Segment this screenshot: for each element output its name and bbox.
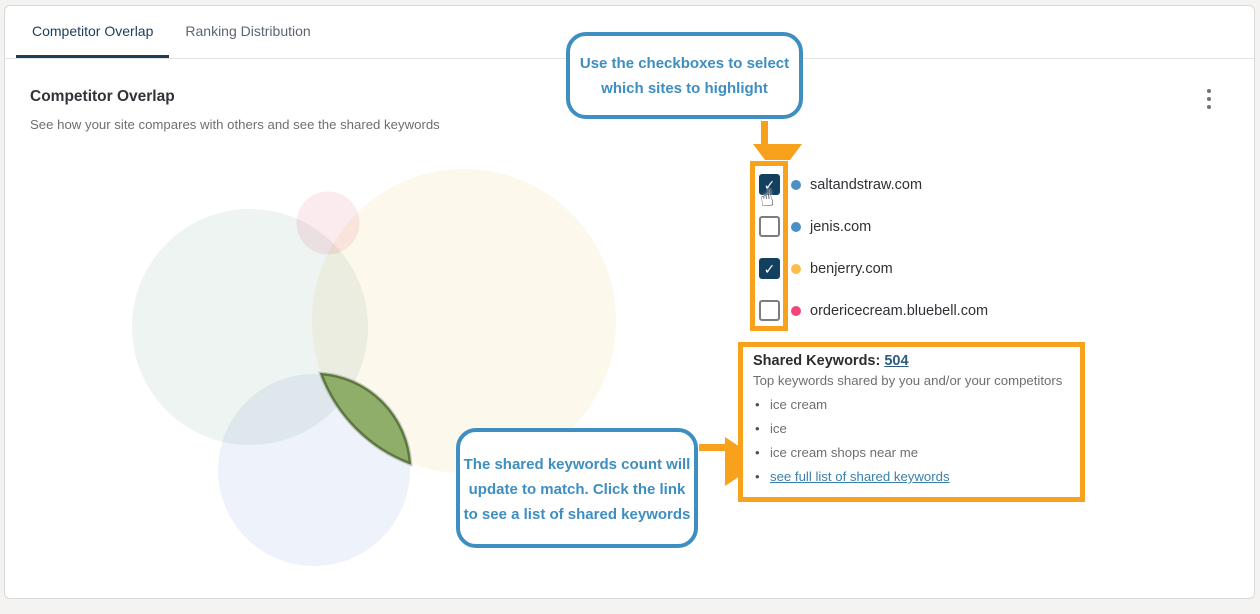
page-title: Competitor Overlap <box>30 88 175 105</box>
site-label: benjerry.com <box>810 260 893 277</box>
site-color-dot <box>791 179 801 190</box>
site-label: jenis.com <box>810 218 872 235</box>
shared-keyword-item: ice <box>753 420 1070 437</box>
shared-keywords-panel: Shared Keywords: 504 Top keywords shared… <box>738 342 1085 502</box>
shared-keyword-item: ice cream shops near me <box>753 444 1070 461</box>
site-checkbox[interactable]: ✓ <box>759 258 780 279</box>
callout-checkboxes: Use the checkboxes to select which sites… <box>566 32 803 119</box>
callout-checkboxes-line1: Use the checkboxes to select <box>579 55 790 72</box>
site-row-benjerry: ✓ benjerry.com <box>759 258 893 279</box>
shared-keywords-label: Shared Keywords: <box>753 353 881 369</box>
site-color-dot <box>791 305 801 316</box>
kebab-menu-icon[interactable] <box>1202 84 1216 114</box>
site-checkbox[interactable]: ✓ <box>759 174 780 195</box>
checkbox-highlight-box <box>750 161 788 331</box>
callout-shared-line3: to see a list of shared keywords <box>463 506 691 523</box>
site-row-saltandstraw: ✓ saltandstraw.com <box>759 174 922 195</box>
site-color-dot <box>791 221 801 232</box>
shared-keyword-link-item: see full list of shared keywords <box>753 468 1070 485</box>
shared-keywords-description: Top keywords shared by you and/or your c… <box>753 373 1063 388</box>
callout-checkboxes-line2: which sites to highlight <box>601 80 768 97</box>
shared-keyword-item: ice cream <box>753 396 1070 413</box>
site-row-jenis: ✓ jenis.com <box>759 216 871 237</box>
callout-shared-keywords: The shared keywords count will update to… <box>456 428 698 548</box>
site-label: saltandstraw.com <box>810 176 923 193</box>
callout-shared-line1: The shared keywords count will <box>463 456 691 473</box>
shared-keywords-count-link[interactable]: 504 <box>884 353 909 369</box>
page-subtitle: See how your site compares with others a… <box>30 117 440 132</box>
shared-keywords-title: Shared Keywords: 504 <box>753 353 1070 369</box>
site-checkbox[interactable]: ✓ <box>759 300 780 321</box>
site-label: ordericecream.bluebell.com <box>810 302 989 319</box>
site-color-dot <box>791 263 801 274</box>
site-row-bluebell: ✓ ordericecream.bluebell.com <box>759 300 988 321</box>
tab-competitor-overlap[interactable]: Competitor Overlap <box>16 6 170 58</box>
shared-keywords-list: ice cream ice ice cream shops near me se… <box>753 396 1070 485</box>
check-icon: ✓ <box>763 176 776 193</box>
tab-ranking-distribution[interactable]: Ranking Distribution <box>185 23 311 39</box>
full-keyword-list-link[interactable]: see full list of shared keywords <box>770 469 950 484</box>
callout-shared-line2: update to match. Click the link <box>468 481 686 498</box>
check-icon: ✓ <box>763 260 776 277</box>
site-checkbox[interactable]: ✓ <box>759 216 780 237</box>
card-header: Competitor Overlap See how your site com… <box>5 59 1254 132</box>
